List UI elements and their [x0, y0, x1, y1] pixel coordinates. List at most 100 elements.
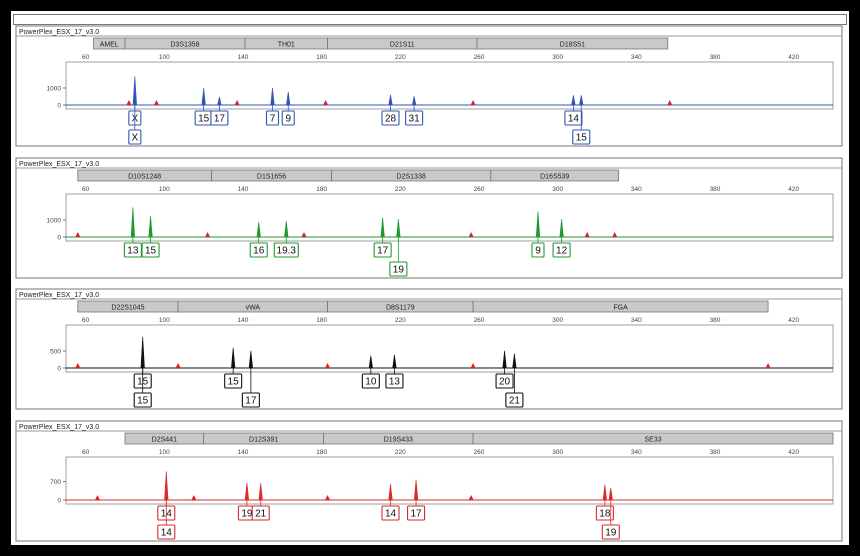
allele-call-label: 17 [214, 114, 226, 125]
allele-call-box [595, 505, 614, 521]
allele-call-box [265, 110, 280, 126]
allele-call-label: 9 [535, 246, 541, 257]
y-tick-label: 0 [57, 103, 61, 110]
allele-call-box [123, 242, 142, 258]
locus-bar [472, 432, 834, 445]
allele-call-box [157, 524, 176, 540]
allele-call-label: 20 [499, 377, 511, 388]
x-tick-label: 60 [82, 54, 90, 61]
allele-call-label: 17 [245, 396, 257, 407]
allele-call-label: 21 [255, 509, 267, 520]
x-tick-label: 380 [710, 317, 721, 324]
allele-call-box [381, 505, 400, 521]
ladder-peak [126, 100, 132, 105]
panel-title: PowerPlex_ESX_17_v3.0 [19, 29, 99, 36]
allele-call-label: 19.3 [277, 246, 297, 257]
locus-label: D2S441 [152, 437, 177, 444]
x-tick-label: 300 [552, 317, 563, 324]
x-tick-label: 420 [788, 317, 799, 324]
allele-call-box [495, 373, 514, 389]
ladder-peak [191, 495, 197, 500]
plot-area [65, 456, 834, 505]
locus-bar [472, 300, 769, 313]
allele-call-box [273, 242, 299, 258]
locus-label: D10S1248 [128, 174, 161, 181]
x-tick-label: 100 [159, 449, 170, 456]
allele-call-box [210, 110, 229, 126]
ladder-peak [765, 363, 771, 368]
x-tick-label: 420 [788, 449, 799, 456]
locus-bar [490, 169, 620, 182]
allele-call-label: 16 [253, 246, 265, 257]
y-tick-label: 1000 [47, 86, 62, 93]
x-tick-label: 180 [316, 186, 327, 193]
x-tick-label: 260 [474, 54, 485, 61]
ladder-peak [323, 100, 329, 105]
x-tick-label: 260 [474, 317, 485, 324]
locus-label: D18S51 [560, 42, 585, 49]
allele-call-label: 14 [385, 509, 397, 520]
x-tick-label: 220 [395, 186, 406, 193]
locus-label: AMEL [100, 42, 119, 49]
x-tick-label: 180 [316, 54, 327, 61]
locus-label: D21S11 [390, 42, 415, 49]
x-tick-label: 340 [631, 449, 642, 456]
allele-call-box [224, 373, 243, 389]
allele-call-label: 15 [228, 377, 240, 388]
ladder-peak [612, 232, 618, 237]
ladder-peak [468, 495, 474, 500]
allele-call-label: 19 [393, 265, 405, 276]
allele-call-label: 14 [161, 528, 173, 539]
y-tick-label: 700 [50, 479, 61, 486]
locus-label: SE33 [644, 437, 661, 444]
allele-call-label: 13 [127, 246, 139, 257]
allele-call-box [389, 261, 408, 277]
allele-call-box [249, 242, 268, 258]
x-tick-label: 100 [159, 317, 170, 324]
allele-call-label: 17 [411, 509, 423, 520]
x-tick-label: 300 [552, 54, 563, 61]
allele-call-box [405, 110, 424, 126]
x-tick-label: 300 [552, 186, 563, 193]
ladder-peak [470, 100, 476, 105]
ladder-peak [667, 100, 673, 105]
allele-call-box [361, 373, 380, 389]
locus-label: D1S1656 [257, 174, 286, 181]
allele-call-label: 14 [568, 114, 580, 125]
allele-call-box [385, 373, 404, 389]
x-tick-label: 180 [316, 449, 327, 456]
allele-call-label: 18 [599, 509, 611, 520]
allele-call-label: 17 [377, 246, 389, 257]
x-tick-label: 140 [238, 186, 249, 193]
y-tick-label: 0 [57, 366, 61, 373]
locus-label: D8S1179 [386, 305, 415, 312]
allele-call-label: 15 [576, 133, 588, 144]
x-tick-label: 220 [395, 317, 406, 324]
ladder-peak [75, 232, 81, 237]
y-tick-label: 0 [57, 498, 61, 505]
locus-label: D16S539 [540, 174, 569, 181]
allele-call-label: 15 [137, 396, 149, 407]
ladder-peak [153, 100, 159, 105]
allele-call-box [381, 110, 400, 126]
top-header-bar [13, 14, 847, 25]
allele-call-label: 21 [509, 396, 521, 407]
panel-title: PowerPlex_ESX_17_v3.0 [19, 424, 99, 431]
locus-label: D22S1045 [111, 305, 144, 312]
allele-call-box [281, 110, 295, 126]
locus-label: D2S1338 [397, 174, 426, 181]
x-tick-label: 260 [474, 186, 485, 193]
plot-area [65, 61, 834, 110]
locus-label: D3S1358 [170, 42, 199, 49]
ladder-peak [325, 363, 331, 368]
allele-call-box [133, 392, 152, 408]
allele-call-box [407, 505, 426, 521]
locus-label: D19S433 [384, 437, 413, 444]
ladder-peak [301, 232, 307, 237]
x-tick-label: 180 [316, 317, 327, 324]
allele-call-label: X [131, 133, 138, 144]
x-tick-label: 220 [395, 449, 406, 456]
y-tick-label: 0 [57, 235, 61, 242]
allele-call-box [572, 129, 591, 145]
